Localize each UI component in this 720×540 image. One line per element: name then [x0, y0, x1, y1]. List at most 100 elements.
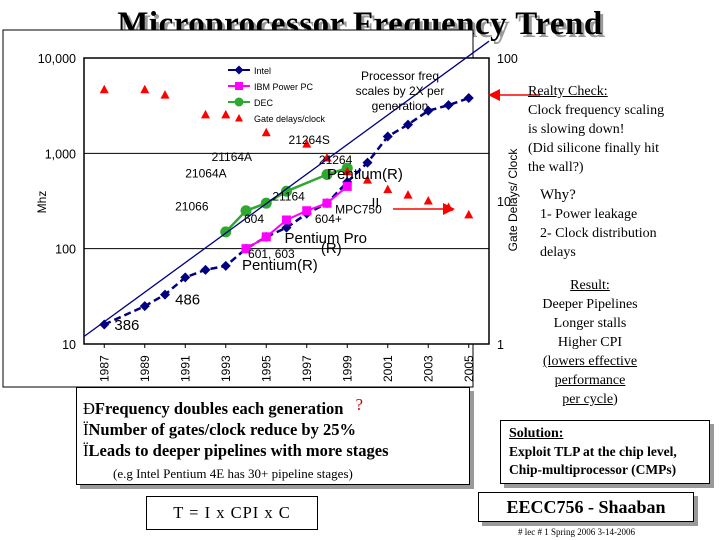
legend-marker	[235, 114, 243, 122]
annotation-line: Processor freq	[361, 69, 439, 83]
bullet-item: ÏLeads to deeper pipelines with more sta…	[83, 440, 469, 461]
bullet-text: Number of gates/clock reduce by 25%	[88, 420, 357, 439]
legend: Intel IBM Power PC DEC Gate delays/clock	[228, 65, 326, 124]
course-footer: EECC756 - Shaaban	[478, 492, 694, 522]
point-label: 604	[244, 212, 264, 226]
result-heading: Result:	[570, 278, 610, 293]
annotation-line: scales by 2X per	[356, 84, 445, 98]
series-group	[83, 40, 490, 338]
solution-heading: Solution:	[509, 426, 564, 441]
solution-line: Exploit TLP at the chip level,	[509, 444, 677, 459]
point-label: 486	[175, 291, 200, 308]
intel-point	[180, 272, 191, 283]
x-tick-label: 2003	[421, 355, 435, 382]
x-tick-label: 1987	[97, 355, 111, 382]
wall-arrowhead	[443, 203, 455, 215]
dec-point	[240, 205, 252, 217]
legend-label: DEC	[254, 98, 274, 108]
point-label: 386	[114, 317, 139, 334]
result-note: Result: Deeper Pipelines Longer stalls H…	[520, 276, 660, 409]
solution-line: Chip-multiprocessor (CMPs)	[509, 462, 677, 477]
point-label: 604+	[315, 212, 342, 226]
point-label: Pentium Pro	[284, 230, 367, 247]
bullet-text: Leads to deeper pipelines with more stag…	[88, 441, 389, 460]
result-underlined-line: per cycle	[562, 392, 614, 407]
gate-delay-point	[140, 84, 150, 94]
why-line: 1- Power leakage	[540, 207, 638, 222]
gate-delay-point	[261, 127, 271, 137]
solution-box: Solution: Exploit TLP at the chip level,…	[500, 420, 710, 484]
bullet-text: Frequency doubles each generation	[94, 399, 344, 418]
result-line: Deeper Pipelines	[542, 297, 638, 312]
y-left-tick-label: 100	[55, 243, 76, 257]
result-line: Higher CPI	[557, 335, 623, 350]
reality-check-note: Realty Check: Clock frequency scaling is…	[528, 82, 720, 177]
why-line: 2- Clock distribution	[540, 226, 657, 241]
gate-delay-point	[302, 139, 312, 148]
annotation-line: generation	[372, 99, 429, 113]
point-label: 21264	[319, 153, 353, 167]
x-tick-label: 1995	[259, 355, 273, 382]
bullet-item: ÏNumber of gates/clock reduce by 25%	[83, 419, 469, 440]
axes: 10 100 1,000 10,000 1 10 100 1987 1989 1991 1993 19…	[35, 52, 520, 382]
bullet-question-mark: ?	[355, 395, 363, 414]
point-label: Pentium(R)	[242, 257, 318, 274]
point-label: 601, 603	[248, 247, 295, 261]
point-label: II	[372, 195, 380, 211]
formula-text: T = I x CPI x C	[173, 503, 291, 522]
gate-delay-point	[363, 175, 372, 184]
point-label: 21064A	[185, 166, 226, 180]
x-tick-label: 2001	[381, 355, 395, 382]
y-left-tick-label: 1,000	[45, 147, 76, 161]
ibm-point	[241, 244, 251, 254]
annotation-arrows	[393, 89, 540, 215]
intel-point	[99, 319, 110, 330]
intel-point	[220, 260, 231, 271]
ibm-point	[342, 181, 352, 191]
y-right-tick-label: 100	[497, 52, 518, 66]
intel-point	[443, 100, 454, 111]
point-label: (R)	[321, 240, 342, 257]
intel-point	[403, 119, 413, 130]
legend-label: IBM Power PC	[254, 82, 314, 92]
intel-point	[160, 289, 170, 300]
trend-line	[83, 40, 490, 338]
gate-delay-point	[403, 190, 413, 199]
why-line: delays	[540, 245, 576, 260]
legend-marker	[234, 65, 244, 75]
bullet-marker: Ï	[83, 441, 89, 460]
gridlines	[84, 57, 489, 345]
intel-point	[423, 105, 434, 116]
x-tick-label: 1993	[219, 355, 233, 382]
y-right-axis-label: Gate Delays/ Clock	[506, 148, 520, 252]
x-tick-label: 2005	[462, 355, 476, 382]
reality-heading: Realty Check:	[528, 84, 608, 99]
result-close-paren: )	[613, 392, 618, 407]
intel-series-line	[103, 96, 470, 326]
x-tick-label: 1997	[300, 355, 314, 382]
y-right-tick-label: 1	[497, 338, 504, 352]
legend-marker	[234, 97, 244, 107]
legend-marker	[235, 82, 243, 90]
x-tick-label: 1991	[178, 355, 192, 382]
y-left-axis-label: Mhz	[35, 191, 49, 214]
intel-point	[382, 131, 393, 142]
ibm-point	[302, 206, 312, 216]
y-left-tick-label: 10,000	[38, 52, 76, 66]
result-underlined-line: performance	[554, 373, 626, 388]
gate-delay-point	[322, 152, 332, 162]
ibm-point	[261, 232, 271, 242]
bullets-note: (e.g Intel Pentium 4E has 30+ pipeline s…	[113, 466, 353, 481]
point-label: MPC750	[335, 202, 382, 216]
reality-line: the wall?)	[528, 160, 584, 175]
x-tick-label: 1999	[340, 355, 354, 382]
bullet-item: ÐFrequency doubles each generation ?	[83, 394, 469, 419]
gate-delay-point	[201, 109, 210, 119]
bullet-marker: Ð	[83, 399, 95, 418]
dec-point	[281, 185, 292, 197]
legend-label: Gate delays/clock	[254, 114, 326, 124]
gate-delay-point	[383, 184, 393, 194]
gate-delay-point	[160, 90, 170, 99]
